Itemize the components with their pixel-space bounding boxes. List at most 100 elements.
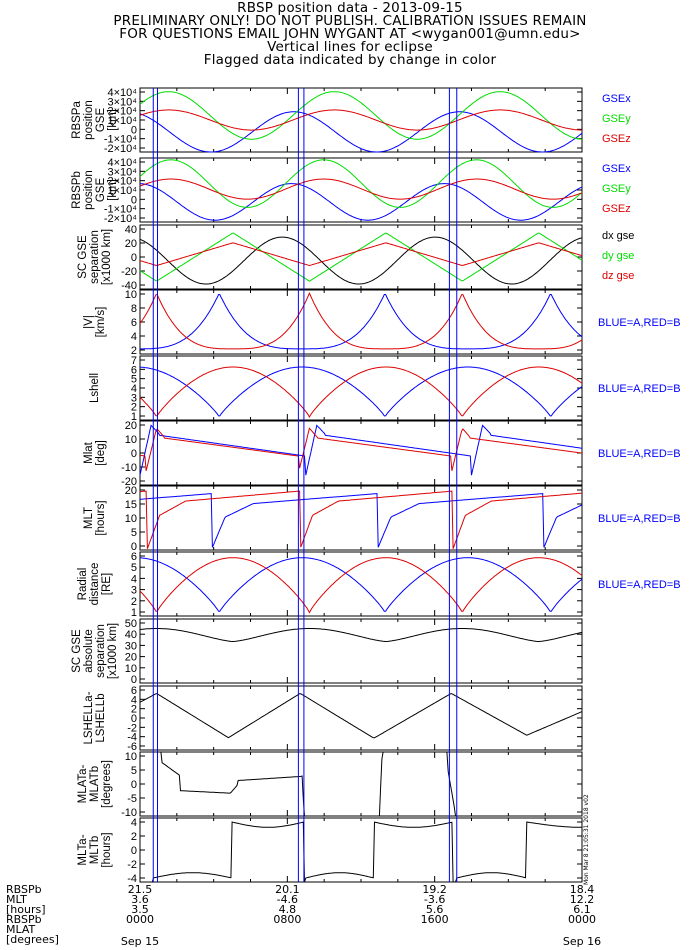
bottom-axis-value: 4.8 xyxy=(278,903,297,916)
y-axis-label: MLATb xyxy=(89,766,101,802)
y-axis-label: Mlat xyxy=(83,441,95,464)
y-tick-label: 5 xyxy=(131,765,137,777)
panel-frame-vel xyxy=(139,289,583,355)
y-axis-label: [km/s] xyxy=(95,307,107,338)
series-line-dlshell-dL xyxy=(139,693,583,739)
bottom-axis-value: 3.5 xyxy=(131,903,149,916)
series-line-abssep-abs xyxy=(139,628,583,642)
y-tick-label: 2 xyxy=(131,596,137,608)
y-tick-label: 10 xyxy=(125,513,137,525)
y-tick-label: 2 xyxy=(131,402,137,414)
chart-subtitle-flagged: Flagged data indicated by change in colo… xyxy=(203,52,497,68)
legend-entry: BLUE=A,RED=B xyxy=(598,513,681,525)
series-line-mlt-A xyxy=(139,493,583,548)
y-axis-label: MLT xyxy=(83,507,95,529)
y-tick-label: 3×10⁴ xyxy=(107,96,137,108)
y-tick-label: 2×10⁴ xyxy=(107,176,137,188)
y-tick-label: 4 xyxy=(131,694,137,706)
y-tick-label: 7 xyxy=(131,355,137,367)
y-tick-label: 4 xyxy=(131,817,137,829)
series-line-lshell-B xyxy=(139,366,583,419)
y-axis-label: MLTb xyxy=(89,836,101,865)
series-line-rbspa-GSEz xyxy=(139,109,583,131)
y-axis-label: |V| xyxy=(83,315,95,329)
y-tick-label: 2 xyxy=(131,345,137,357)
bottom-row-label: RBSPb xyxy=(6,913,42,926)
y-tick-label: 8 xyxy=(131,303,137,315)
y-axis-label: distance xyxy=(89,563,101,606)
y-axis-label: [hours] xyxy=(95,500,107,535)
y-axis-label: [degrees] xyxy=(101,760,113,808)
panel-frame-lshell xyxy=(139,355,583,421)
y-tick-label: 5 xyxy=(131,374,137,386)
y-axis-label: [hours] xyxy=(101,832,113,867)
bottom-axis-value: -3.6 xyxy=(423,893,446,906)
series-line-rbspa-GSEy xyxy=(139,91,583,140)
y-tick-label: -1×10⁴ xyxy=(104,134,137,146)
y-axis-label: LSHELLa- xyxy=(83,691,95,744)
y-tick-label: 0 xyxy=(131,674,137,686)
y-tick-label: -5 xyxy=(127,793,137,805)
bottom-axis-value: 1600 xyxy=(420,913,449,926)
series-line-scsep-dy-gse xyxy=(139,232,583,282)
bottom-axis-value: Sep 16 xyxy=(562,935,602,948)
y-tick-label: 6 xyxy=(131,364,137,376)
y-tick-label: 0 xyxy=(131,845,137,857)
series-line-lshell-A xyxy=(139,366,583,417)
y-axis-label: position xyxy=(83,170,95,210)
y-tick-label: 4 xyxy=(131,573,137,585)
y-tick-label: 0 xyxy=(131,252,137,264)
y-tick-label: -4 xyxy=(127,873,137,885)
y-axis-label: [RE] xyxy=(101,573,113,595)
bottom-axis-value: 19.2 xyxy=(422,883,447,896)
panel-frame-dmlt xyxy=(139,817,583,883)
y-tick-label: 5 xyxy=(131,562,137,574)
y-tick-label: -2×10⁴ xyxy=(104,143,137,155)
y-axis-label: RBSPa xyxy=(71,101,83,139)
y-tick-label: 2×10⁴ xyxy=(107,106,137,118)
series-line-scsep-dz-gse xyxy=(139,242,583,267)
y-axis-label: RBSPb xyxy=(71,171,83,209)
y-tick-label: -2 xyxy=(127,722,137,734)
y-tick-label: 10 xyxy=(125,751,137,763)
y-tick-label: 40 xyxy=(125,629,137,641)
y-tick-label: 50 xyxy=(125,618,137,630)
y-tick-label: 4 xyxy=(131,331,137,343)
legend-entry: dx gse xyxy=(602,230,634,242)
y-tick-label: 20 xyxy=(125,420,137,432)
chart-subtitle-eclipse: Vertical lines for eclipse xyxy=(267,39,433,55)
y-axis-label: SC GSE xyxy=(77,235,89,279)
y-axis-label: GSE xyxy=(95,108,107,133)
y-tick-label: 2 xyxy=(131,831,137,843)
bottom-axis-value: 21.5 xyxy=(127,883,153,896)
y-tick-label: -2×10⁴ xyxy=(104,213,137,225)
y-tick-label: 6 xyxy=(131,685,137,697)
legend-entry: GSEy xyxy=(602,183,631,195)
bottom-axis-value: 18.4 xyxy=(569,883,595,896)
series-line-scsep-dx-gse xyxy=(139,236,583,285)
bottom-axis-value: 0000 xyxy=(568,913,596,926)
bottom-row-label: [degrees] xyxy=(6,933,59,946)
y-axis-label: [deg] xyxy=(95,440,107,466)
bottom-row-label: MLT xyxy=(6,893,27,906)
y-tick-label: -10 xyxy=(121,462,137,474)
bottom-axis-value: 0000 xyxy=(126,913,154,926)
y-axis-label: MLTa- xyxy=(77,834,89,865)
y-tick-label: -6 xyxy=(127,741,137,753)
y-tick-label: 2 xyxy=(131,704,137,716)
y-tick-label: 20 xyxy=(125,238,137,250)
y-tick-label: 0 xyxy=(131,124,137,136)
series-line-vel-A xyxy=(140,294,583,350)
y-axis-label: MLATa- xyxy=(77,764,89,803)
chart-title: RBSP position data - 2013-09-15 xyxy=(237,0,463,16)
y-axis-label: LSHELLb xyxy=(95,693,107,742)
y-axis-label: [x1000 km] xyxy=(107,623,119,679)
chart-title-block: RBSP position data - 2013-09-15 PRELIMIN… xyxy=(0,0,700,68)
bottom-axis-value: 12.2 xyxy=(569,893,595,906)
bottom-axis-table: RBSPb MLT [hours] RBSPb MLAT [degrees] 2… xyxy=(0,883,700,950)
legend-entry: GSEz xyxy=(602,203,631,215)
y-tick-label: 6 xyxy=(131,551,137,563)
series-line-radial-B xyxy=(139,557,583,614)
legend-entry: GSEx xyxy=(602,93,631,105)
series-line-dmlat-dMlat xyxy=(140,751,582,817)
